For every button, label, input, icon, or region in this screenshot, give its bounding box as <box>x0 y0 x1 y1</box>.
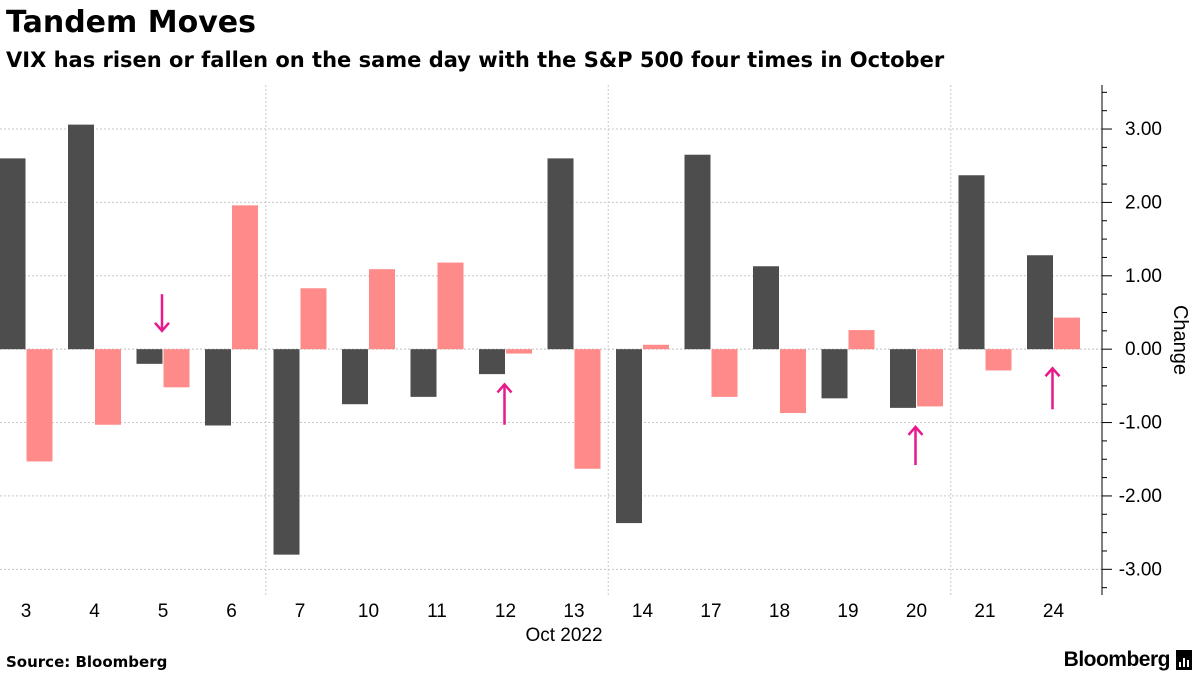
bar-s2-14 <box>643 344 669 350</box>
bar-s1-12 <box>479 349 505 375</box>
bar-s2-4 <box>95 349 121 425</box>
chart-title: Tandem Moves <box>6 5 256 40</box>
bar-s2-12 <box>506 349 532 354</box>
x-tick-label-6: 6 <box>226 601 237 622</box>
x-axis-labels: 3 4 5 6 7 10 11 12 13 14 17 18 19 20 21 24 Oct 2022 <box>21 601 1065 646</box>
y-tick-label: 2.00 <box>1125 192 1162 213</box>
bar-s1-4 <box>68 124 94 350</box>
bar-chart: 3.00 2.00 1.00 0.00 -1.00 -2.00 -3.00 Change 3 4… <box>0 85 1191 646</box>
bar-s2-6 <box>232 205 258 350</box>
bar-s2-10 <box>369 269 395 350</box>
grid-lines <box>0 85 1102 595</box>
annotation-arrows <box>154 294 1061 466</box>
logo-bars-icon <box>1176 650 1192 670</box>
x-tick-label-5: 5 <box>158 601 169 622</box>
bars <box>0 124 1080 555</box>
bar-s1-17 <box>684 154 711 350</box>
x-tick-label-13: 13 <box>563 601 584 622</box>
bar-s1-19 <box>821 349 848 399</box>
x-tick-label-4: 4 <box>89 601 100 622</box>
bar-s2-19 <box>848 330 875 350</box>
bar-s2-3 <box>26 349 53 462</box>
bar-s1-7 <box>273 349 300 555</box>
bar-s1-24 <box>1027 255 1053 350</box>
chart-subtitle: VIX has risen or fallen on the same day … <box>6 48 945 72</box>
y-tick-label: 1.00 <box>1125 266 1162 287</box>
bar-s1-3 <box>0 158 26 350</box>
bar-s1-18 <box>753 266 779 350</box>
x-tick-label-18: 18 <box>769 601 790 622</box>
x-tick-label-12: 12 <box>495 601 516 622</box>
y-axis-title: Change <box>1169 305 1191 375</box>
bar-s2-5 <box>163 349 190 388</box>
arrow-down-5 <box>154 294 170 333</box>
x-tick-label-11: 11 <box>427 601 447 622</box>
bar-s1-13 <box>547 158 574 350</box>
x-tick-label-3: 3 <box>21 601 32 622</box>
bar-s2-17 <box>711 349 738 397</box>
y-tick-label: -2.00 <box>1119 486 1162 507</box>
arrow-up-12 <box>496 382 513 425</box>
bloomberg-logo: Bloomberg <box>1064 648 1192 672</box>
arrow-up-20 <box>907 425 924 466</box>
logo-text: Bloomberg <box>1063 648 1171 671</box>
bar-s1-6 <box>205 349 231 426</box>
bar-s1-5 <box>136 349 163 364</box>
y-tick-label: -1.00 <box>1119 413 1162 434</box>
x-tick-label-20: 20 <box>906 601 927 622</box>
x-tick-label-19: 19 <box>837 601 858 622</box>
bar-s2-7 <box>300 288 327 350</box>
y-tick-label: 0.00 <box>1125 339 1162 360</box>
y-tick-label: -3.00 <box>1119 559 1162 580</box>
x-tick-label-17: 17 <box>700 601 721 622</box>
bar-s1-10 <box>342 349 368 405</box>
y-axis: 3.00 2.00 1.00 0.00 -1.00 -2.00 -3.00 Change <box>1101 85 1191 595</box>
x-tick-label-10: 10 <box>358 601 379 622</box>
x-tick-label-21: 21 <box>974 601 995 622</box>
x-tick-label-24: 24 <box>1043 601 1065 622</box>
bar-s2-24 <box>1054 317 1080 350</box>
bar-s2-11 <box>437 262 464 350</box>
bar-s2-21 <box>985 349 1012 371</box>
x-tick-label-14: 14 <box>632 601 654 622</box>
bar-s1-14 <box>616 349 642 524</box>
bar-s1-20 <box>890 349 916 408</box>
bar-s1-21 <box>958 175 985 350</box>
bar-s2-18 <box>780 349 806 414</box>
bar-s2-13 <box>574 349 601 469</box>
source-note: Source: Bloomberg <box>6 653 168 671</box>
bar-s1-11 <box>410 349 437 397</box>
y-tick-label: 3.00 <box>1125 119 1162 140</box>
x-tick-label-7: 7 <box>295 601 306 622</box>
x-axis-sublabel: Oct 2022 <box>525 625 602 646</box>
arrow-up-24 <box>1044 366 1061 410</box>
bar-s2-20 <box>917 349 943 407</box>
